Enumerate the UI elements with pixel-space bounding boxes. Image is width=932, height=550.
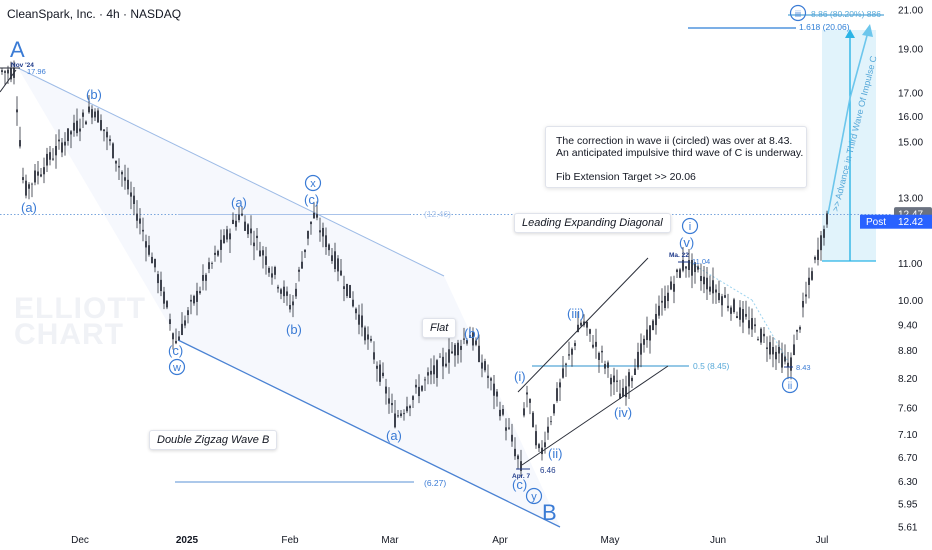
wave-label-i-circ: i	[689, 221, 691, 233]
y-tick-label: 15.00	[898, 137, 923, 148]
y-tick-label: 21.00	[898, 6, 923, 17]
y-axis[interactable]: 21.00 19.00 17.00 16.00 15.00 13.00 11.00 10.00…	[860, 0, 932, 550]
y-tick-label: 5.95	[898, 499, 918, 510]
y-tick-label: 5.61	[898, 523, 918, 534]
wave-circle-i	[681, 217, 699, 235]
low-date-label: Apr. 7	[512, 473, 530, 480]
wave-label-c3: (c)	[512, 477, 527, 492]
target-arrow-head	[845, 29, 855, 38]
x-tick-label: Dec	[71, 535, 89, 546]
low-value-label: 6.46	[540, 466, 556, 475]
wave-i-value-label: 11.04	[692, 257, 710, 266]
x-axis[interactable]: Dec 2025 Feb Mar Apr May Jun Jul	[71, 535, 828, 546]
wave-label-iii-sub: (iii)	[567, 306, 584, 321]
y-tick-label: 16.00	[898, 112, 923, 123]
y-tick-label: 19.00	[898, 45, 923, 56]
wave-label-iii-circ: iii	[795, 9, 801, 19]
wave-i-date-label: Ma. 22	[669, 252, 689, 259]
wave-label-ii-sub: (ii)	[548, 446, 562, 461]
x-tick-label: Jun	[710, 535, 726, 546]
wave-label-x: x	[310, 178, 316, 190]
advance-arrow-head	[862, 24, 873, 37]
wave-label-i-sub: (i)	[514, 369, 526, 384]
y-tick-label: 13.00	[898, 193, 923, 204]
wave-circle-x	[304, 174, 322, 192]
candles-group	[1, 60, 828, 477]
fib-target-label: 8.86 (80.20%) 886	[811, 9, 881, 19]
wave-circle-ii	[781, 376, 799, 394]
wave-label-iv-sub: (iv)	[614, 405, 632, 420]
y-tick-label: 11.00	[898, 259, 923, 270]
x-tick-label: Jul	[816, 535, 829, 546]
annotation-box[interactable]: The correction in wave ii (circled) was …	[545, 126, 807, 188]
wave-ii-dotted-down	[751, 299, 788, 361]
y-tick-label: 10.00	[898, 296, 923, 307]
channel-lower-line	[177, 339, 561, 528]
wave-circle-iii	[789, 4, 807, 22]
y-axis-bg	[892, 0, 932, 550]
wave-label-ii-circ: ii	[788, 381, 792, 392]
wave-label-A: A	[10, 37, 25, 62]
post-label: Post	[866, 217, 886, 228]
chart-title: CleanSpark, Inc. · 4h · NASDAQ	[7, 7, 182, 21]
wave-label-c1: (c)	[168, 343, 183, 358]
wave-label-y: y	[531, 491, 537, 503]
tag-flat[interactable]: Flat	[422, 318, 457, 338]
watermark-line-1: ELLIOTT	[14, 292, 146, 325]
wave-label-w: w	[172, 362, 181, 374]
wave-circle-y	[525, 487, 543, 505]
wave-label-v-sub: (v)	[679, 235, 694, 250]
wave-label-a2: (a)	[231, 195, 247, 210]
y-tick-label: 8.80	[898, 346, 918, 357]
diagonal-upper-line	[517, 257, 649, 393]
wave-labels: A B (a) (b) (c) w (a) (b) x (c) (a) (b) …	[10, 4, 807, 525]
level-x-label: (12.46)	[424, 209, 451, 219]
wave-label-B: B	[542, 500, 557, 525]
annotation-line-1: The correction in wave ii (circled) was …	[556, 135, 793, 147]
advance-path	[827, 31, 869, 215]
watermark: ELLIOTT CHART	[14, 292, 146, 351]
channel-fill	[18, 68, 560, 526]
x-tick-label: May	[601, 535, 620, 546]
wave-label-b2: (b)	[286, 322, 302, 337]
fib-05-label: 0.5 (8.45)	[693, 361, 730, 371]
x-tick-label: Apr	[492, 535, 508, 546]
wave-ii-dotted-up	[688, 261, 753, 301]
wave-ii-value-label: 8.43	[796, 363, 811, 372]
y-tick-label: 17.00	[898, 88, 923, 99]
y-tick-label: 9.40	[898, 320, 918, 331]
y-tick-label: 8.20	[898, 374, 918, 385]
fib-1618-label: 1.618 (20.06)	[799, 22, 850, 32]
watermark-line-2: CHART	[14, 318, 124, 351]
x-tick-label: 2025	[176, 535, 199, 546]
wave-label-a3: (a)	[386, 428, 402, 443]
annotation-line-3: Fib Extension Target >> 20.06	[556, 171, 696, 183]
high-value-label: 17.96	[27, 67, 46, 76]
y-tick-label: 6.70	[898, 453, 918, 464]
wave-label-b3: (b)	[464, 326, 480, 341]
diagonal-lower-line	[521, 365, 669, 466]
x-tick-label: Feb	[281, 535, 299, 546]
wave-label-a1: (a)	[21, 200, 37, 215]
tag-leading-diagonal[interactable]: Leading Expanding Diagonal	[514, 213, 671, 233]
wave-circle-w	[168, 358, 186, 376]
x-tick-label: Mar	[381, 535, 399, 546]
y-tick-label: 7.10	[898, 430, 918, 441]
y-tick-label: 7.60	[898, 404, 918, 415]
post-price-tag	[860, 214, 932, 229]
level-low-label: (6.27)	[424, 478, 446, 488]
y-tick-label: 6.30	[898, 477, 918, 488]
tag-double-zigzag[interactable]: Double Zigzag Wave B	[149, 430, 278, 450]
wave-label-c2: (c)	[304, 192, 319, 207]
wave-label-b1: (b)	[86, 87, 102, 102]
post-price-label: 12.42	[898, 217, 923, 228]
annotation-line-2: An anticipated impulsive third wave of C…	[556, 147, 804, 159]
high-date-label: Nov '24	[11, 62, 34, 69]
